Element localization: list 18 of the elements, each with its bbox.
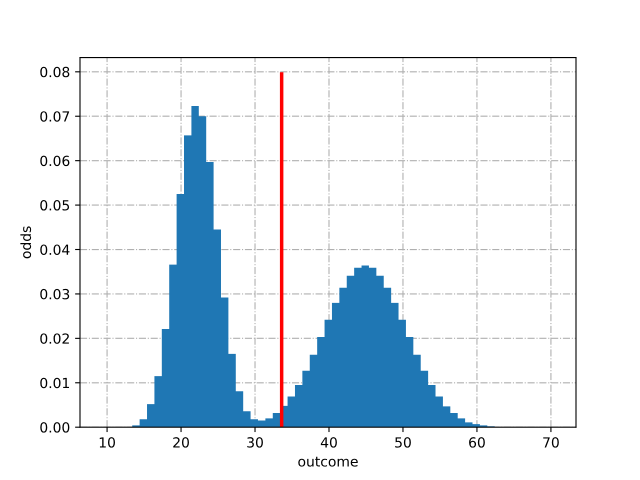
y-tick-label: 0.07: [40, 111, 70, 122]
y-tick-label: 0.08: [40, 66, 70, 78]
y-axis-title: odds: [20, 226, 32, 258]
x-axis-title: outcome: [298, 456, 358, 467]
y-tick-label: 0.03: [40, 288, 70, 300]
y-tick-label: 0.04: [40, 244, 70, 255]
x-tick-label: 20: [173, 437, 189, 448]
x-tick-label: 50: [395, 437, 411, 448]
y-tick-label: 0.01: [40, 378, 69, 388]
x-tick-label: 40: [320, 437, 337, 448]
y-tick-label: 0.06: [40, 156, 70, 166]
x-tick-label: 10: [100, 437, 115, 448]
x-tick-label: 60: [469, 437, 485, 448]
x-tick-label: 30: [247, 437, 263, 448]
y-tick-label: 0.00: [40, 422, 70, 433]
x-tick-label: 70: [543, 437, 559, 448]
y-tick-label: 0.05: [40, 200, 70, 211]
y-tick-label: 0.02: [40, 333, 69, 344]
